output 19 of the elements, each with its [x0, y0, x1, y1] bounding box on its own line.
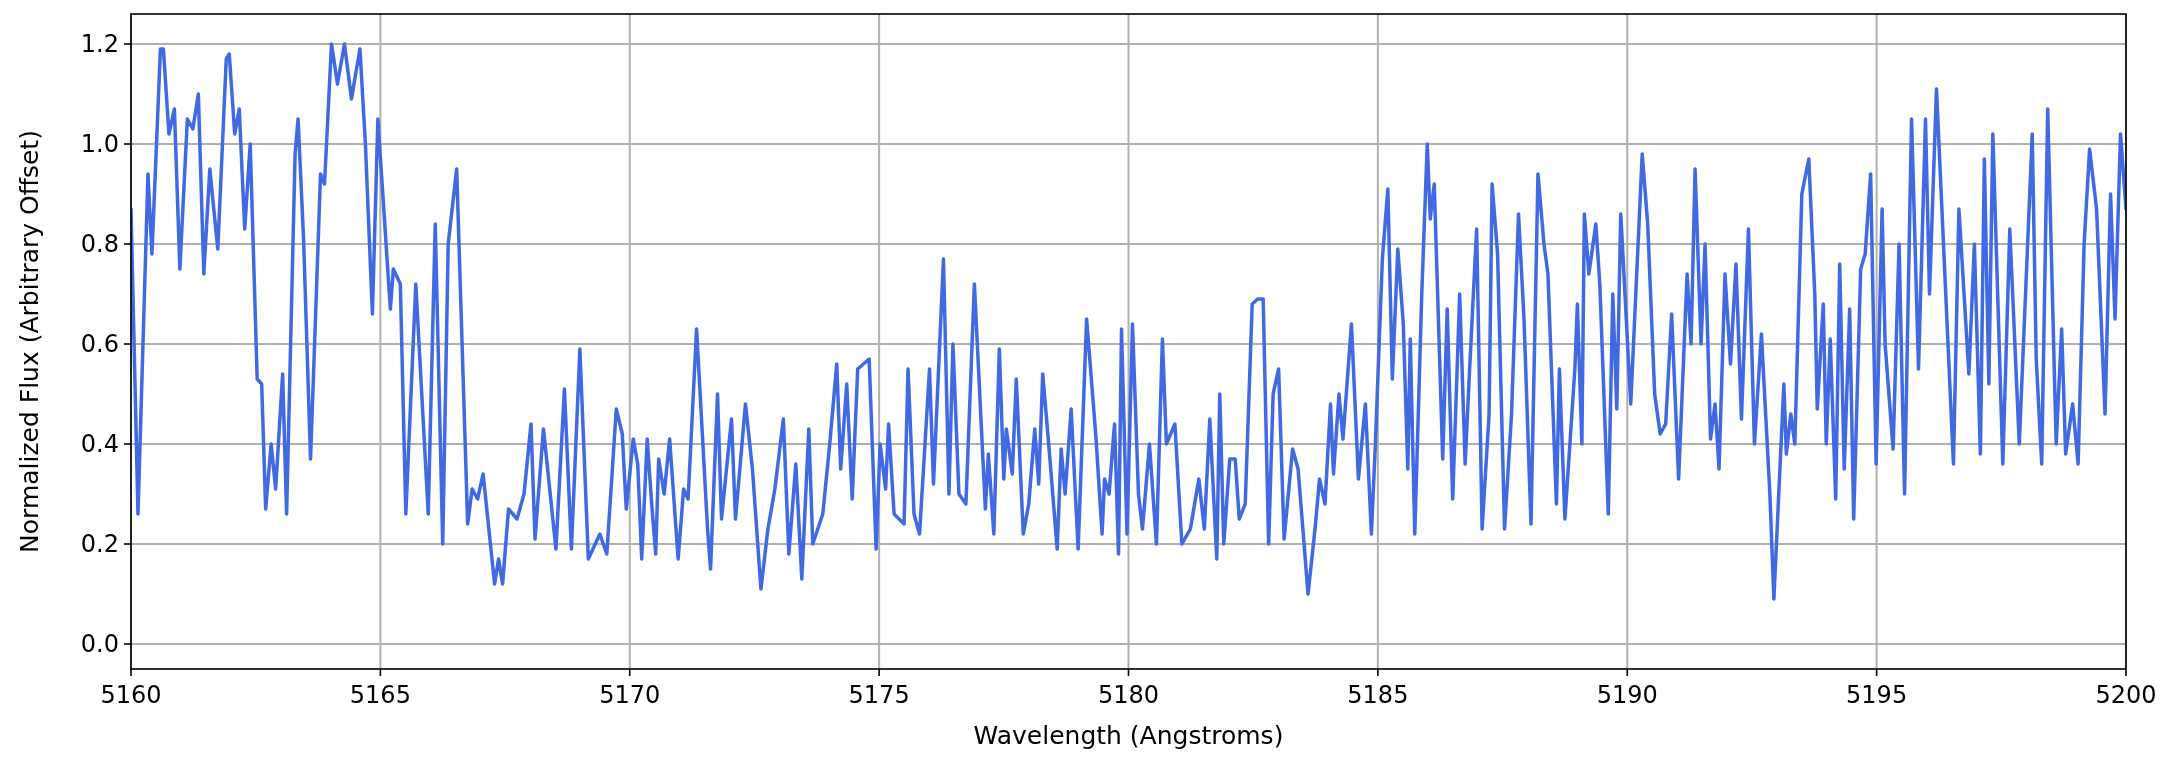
y-tick-label: 0.0 — [80, 630, 119, 658]
y-axis-title: Normalized Flux (Arbitrary Offset) — [15, 130, 44, 553]
x-tick-label: 5180 — [1097, 681, 1160, 709]
y-tick-label: 1.2 — [80, 30, 119, 58]
y-tick-label: 0.6 — [80, 330, 119, 358]
x-tick-label: 5160 — [100, 681, 162, 709]
x-tick-label: 5190 — [1596, 681, 1658, 709]
x-tick-label: 5175 — [848, 681, 910, 709]
y-tick-label: 0.8 — [80, 230, 119, 258]
y-tick-label: 0.2 — [80, 530, 119, 558]
x-tick-label: 5185 — [1347, 681, 1409, 709]
x-tick-label: 5165 — [349, 681, 411, 709]
x-axis-title: Wavelength (Angstroms) — [973, 721, 1284, 750]
x-tick-label: 5200 — [2095, 681, 2157, 709]
y-tick-label: 1.0 — [80, 130, 119, 158]
line-series — [131, 42, 2126, 601]
x-tick-label: 5195 — [1846, 681, 1908, 709]
y-tick-label: 0.4 — [80, 430, 119, 458]
x-tick-label: 5170 — [599, 681, 661, 709]
